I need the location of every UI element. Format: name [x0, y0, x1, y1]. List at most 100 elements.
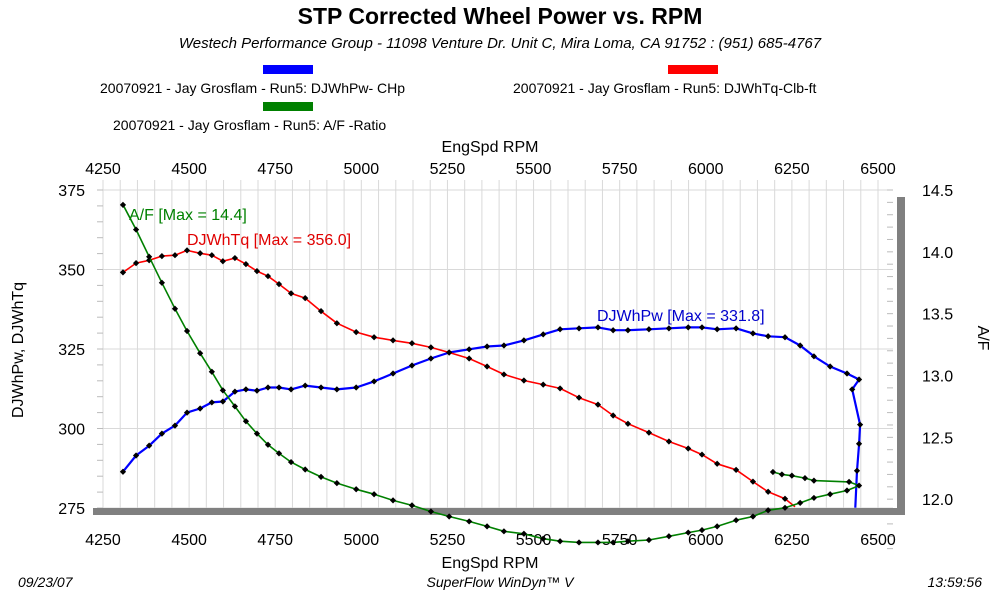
data-point-af	[146, 253, 153, 260]
data-point-djwhtq	[353, 329, 360, 336]
annotation-power: DJWhPw [Max = 331.8]	[597, 308, 765, 325]
x-tick-label-top: 5500	[516, 161, 552, 178]
data-point-djwhpw	[540, 331, 547, 338]
x-tick-label-bottom: 6000	[688, 532, 724, 549]
annotation-torque: DJWhTq [Max = 356.0]	[187, 232, 351, 249]
x-tick-label-top: 4750	[257, 161, 293, 178]
data-point-af	[520, 530, 528, 537]
data-point-djwhtq	[317, 308, 325, 315]
x-tick-label-top: 6500	[860, 161, 896, 178]
data-point-af	[275, 450, 283, 457]
data-point-djwhpw	[208, 399, 215, 406]
data-point-djwhtq	[370, 334, 378, 341]
data-point-djwhpw	[843, 370, 851, 377]
data-point-af	[810, 494, 818, 502]
data-point-djwhtq	[389, 337, 397, 344]
data-point-af	[749, 513, 757, 520]
x-tick-label-bottom: 5000	[344, 532, 380, 549]
data-point-af	[389, 497, 397, 504]
x-tick-label-bottom: 6500	[860, 532, 896, 549]
y-tick-label-left: 325	[58, 342, 85, 359]
footer-software: SuperFlow WinDyn™ V	[427, 574, 576, 590]
data-point-djwhpw	[389, 370, 397, 377]
data-point-af	[287, 458, 295, 466]
data-point-af	[370, 491, 378, 498]
data-point-djwhpw	[287, 386, 295, 393]
data-point-djwhtq	[540, 381, 547, 388]
data-point-af	[769, 468, 777, 476]
data-point-djwhpw	[853, 467, 861, 474]
data-point-af	[797, 499, 804, 506]
x-tick-label-bottom: 4750	[257, 532, 293, 549]
x-tick-label-bottom: 4250	[85, 532, 121, 549]
data-point-af	[810, 477, 818, 484]
data-point-af	[119, 201, 127, 208]
x-tick-label-bottom: 4500	[171, 532, 207, 549]
data-point-djwhpw	[732, 325, 740, 332]
data-point-djwhtq	[427, 344, 435, 351]
data-point-af	[645, 536, 653, 544]
x-tick-label-bottom: 5500	[516, 532, 552, 549]
data-point-djwhpw	[698, 324, 706, 331]
data-point-af	[610, 539, 617, 546]
data-point-af	[408, 502, 416, 509]
footer-date: 09/23/07	[18, 574, 74, 590]
data-point-djwhpw	[500, 342, 508, 349]
y-tick-label-left: 350	[58, 263, 85, 280]
data-point-af	[253, 430, 261, 437]
data-point-djwhtq	[575, 394, 583, 401]
data-point-af	[264, 441, 272, 448]
data-point-af	[732, 517, 740, 524]
y-tick-label-right: 12.5	[922, 430, 953, 447]
y-axis-label-right: A/F	[974, 326, 991, 351]
data-point-af	[845, 478, 853, 485]
data-point-af	[575, 539, 583, 546]
data-point-af	[483, 523, 491, 530]
data-point-af	[132, 226, 140, 233]
chart-title: STP Corrected Wheel Power vs. RPM	[298, 3, 703, 29]
series-layer	[119, 201, 864, 546]
data-point-af	[208, 368, 215, 375]
x-tick-label-top: 5750	[602, 161, 638, 178]
data-point-af	[855, 482, 863, 489]
data-point-djwhtq	[500, 371, 508, 378]
data-point-djwhpw	[317, 384, 325, 391]
data-point-djwhpw	[242, 386, 250, 393]
x-tick-label-top: 4500	[171, 161, 207, 178]
data-point-djwhtq	[302, 295, 309, 302]
legend: 20070921 - Jay Grosflam - Run5: DJWhPw- …	[100, 65, 817, 133]
y-tick-label-left: 375	[58, 183, 85, 200]
data-point-djwhpw	[765, 333, 772, 340]
data-point-djwhtq	[483, 363, 491, 370]
y-tick-label-right: 12.0	[922, 492, 953, 509]
plot-shadow	[93, 197, 905, 515]
data-point-djwhtq	[275, 281, 283, 288]
shadow-right	[897, 197, 905, 515]
data-point-af	[843, 487, 851, 494]
data-point-djwhtq	[520, 377, 528, 384]
chart-subtitle: Westech Performance Group - 11098 Ventur…	[179, 35, 822, 52]
data-point-af	[624, 538, 632, 545]
x-tick-label-top: 6000	[688, 161, 724, 178]
data-point-djwhpw	[856, 421, 864, 428]
shadow-bottom	[93, 508, 905, 515]
data-point-djwhtq	[446, 349, 453, 356]
data-point-djwhpw	[353, 384, 360, 391]
annotation-af: A/F [Max = 14.4]	[129, 207, 247, 224]
legend-label-torque: 20070921 - Jay Grosflam - Run5: DJWhTq-C…	[513, 80, 817, 96]
data-point-djwhtq	[732, 466, 740, 473]
data-point-djwhpw	[408, 362, 416, 369]
x-tick-label-bottom: 6250	[774, 532, 810, 549]
data-point-af	[778, 471, 786, 478]
data-point-af	[427, 508, 435, 515]
data-point-djwhpw	[466, 346, 473, 353]
x-tick-label-top: 6250	[774, 161, 810, 178]
data-point-djwhpw	[427, 355, 435, 362]
legend-label-power: 20070921 - Jay Grosflam - Run5: DJWhPw- …	[100, 80, 405, 96]
data-point-af	[500, 528, 508, 535]
x-axis-label-top: EngSpd RPM	[442, 139, 539, 156]
tick-labels: 4250 4250 4500 4500 4750 4750 5000 5000 5250 5250…	[58, 161, 953, 549]
data-point-djwhtq	[645, 429, 653, 436]
data-point-af	[466, 518, 473, 525]
